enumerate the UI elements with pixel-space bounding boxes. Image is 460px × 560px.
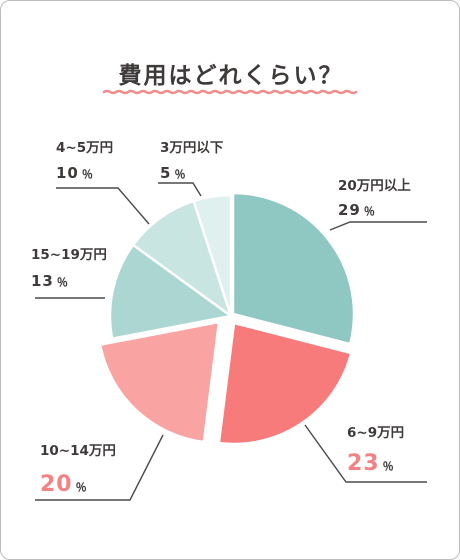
slice-label: 10~14万円 (40, 443, 116, 459)
slice-value-label: 5 ％ (160, 164, 185, 182)
leader-line (35, 434, 164, 501)
slice-label: 3万円以下 (160, 140, 224, 156)
slice-value-label: 13 ％ (31, 272, 68, 290)
slice-label: 6~9万円 (347, 425, 404, 441)
slice-value-label: 20 ％ (40, 472, 87, 497)
slice-value-label: 10 ％ (56, 164, 93, 182)
slice-label: 20万円以上 (338, 178, 411, 194)
pie-slice (131, 199, 233, 318)
leader-line (304, 424, 427, 483)
leader-line (56, 187, 150, 225)
slice-label: 4~5万円 (56, 140, 113, 156)
slice-value-label: 29 ％ (338, 201, 375, 219)
pie-slice (192, 193, 233, 318)
slice-value-label: 23 ％ (347, 451, 394, 476)
leader-line (158, 182, 202, 197)
slice-label: 15~19万円 (31, 247, 107, 263)
pie-slice (217, 321, 353, 446)
pie-slice (98, 320, 221, 444)
pie-slice (231, 191, 356, 346)
pie-slice (108, 243, 233, 340)
title-underline (102, 89, 358, 95)
leader-line (329, 221, 427, 231)
chart-title: 費用はどれくらい？ (118, 63, 344, 89)
